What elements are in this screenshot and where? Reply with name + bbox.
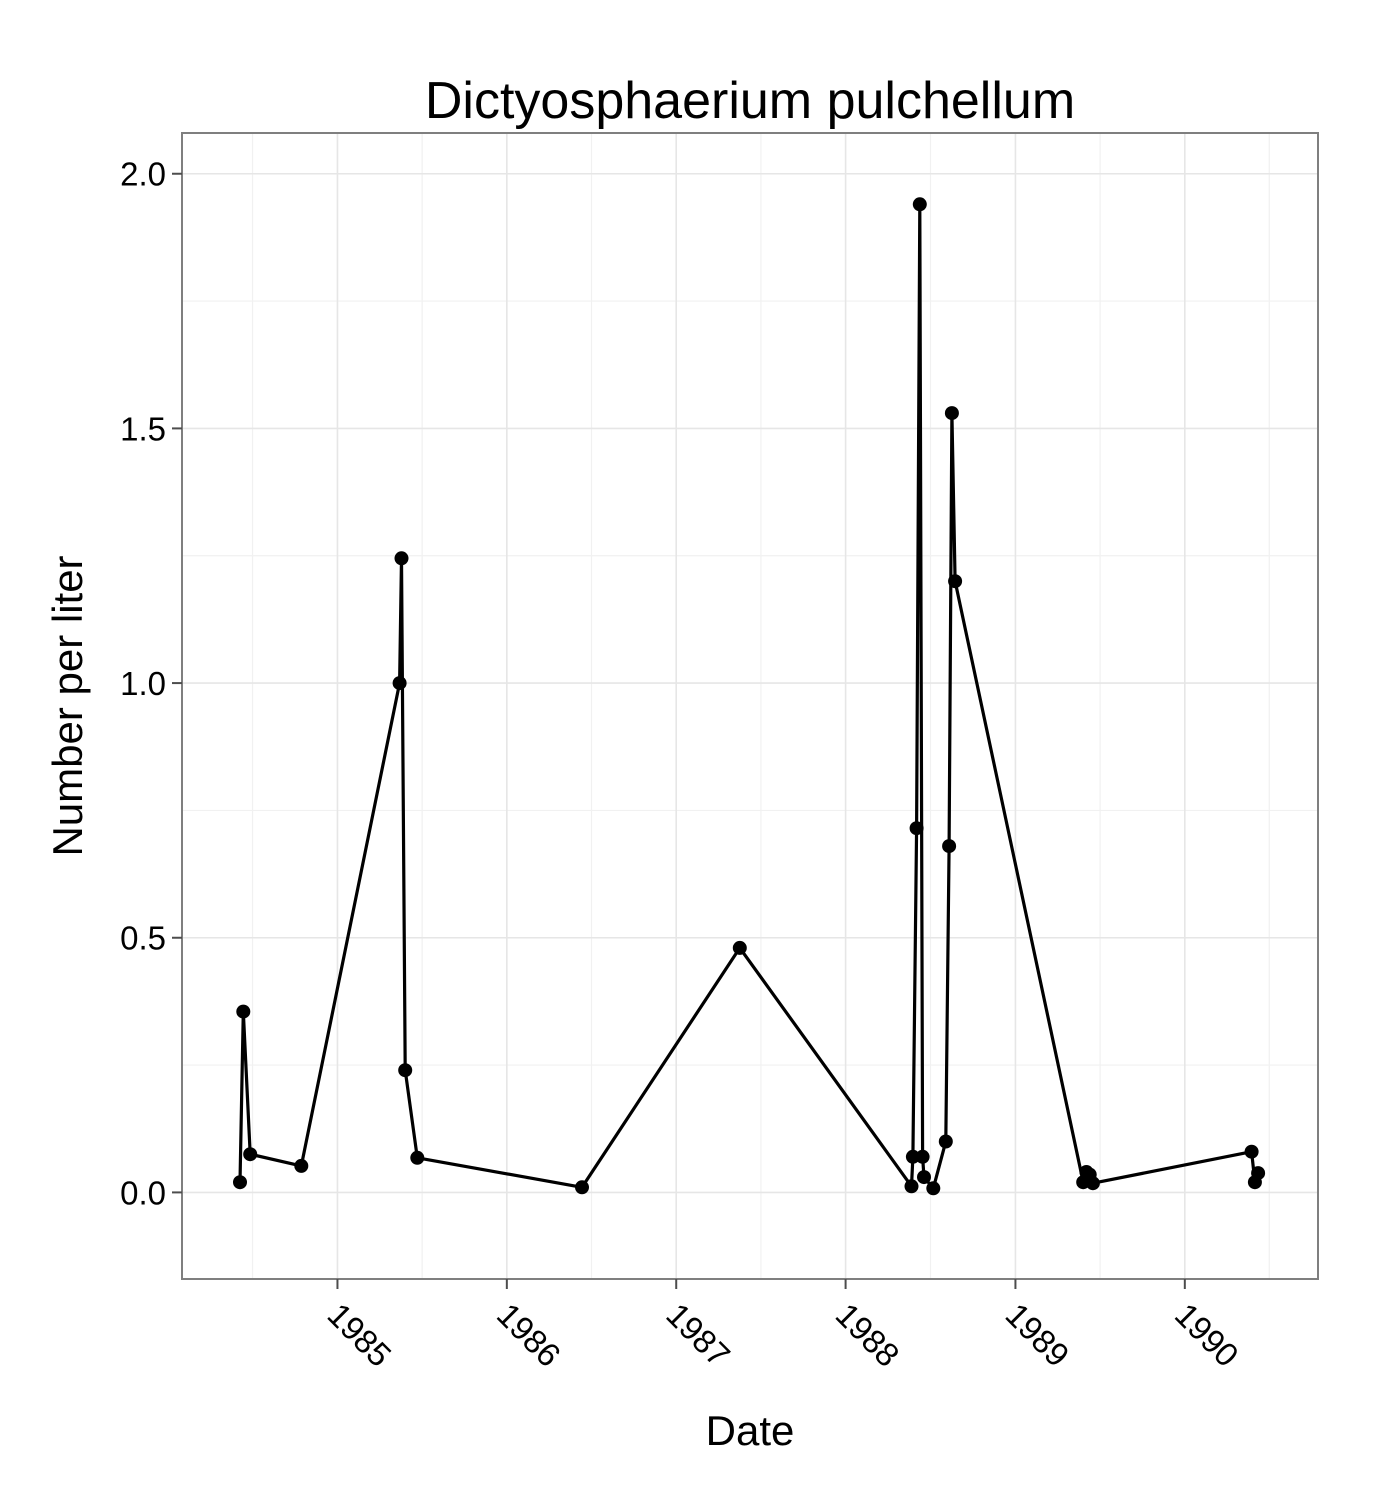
data-point — [909, 821, 924, 836]
data-point — [942, 839, 957, 854]
series-line — [238, 202, 1260, 1190]
data-point — [1251, 1166, 1266, 1181]
data-point — [732, 940, 747, 955]
data-point — [944, 406, 959, 421]
data-point — [948, 574, 963, 589]
grid — [182, 133, 1318, 1279]
data-point — [1085, 1176, 1100, 1191]
x-tick-label: 1988 — [829, 1296, 907, 1374]
series-layer — [233, 197, 1266, 1196]
data-point — [575, 1180, 589, 1195]
data-point — [912, 197, 927, 212]
data-point — [394, 551, 409, 566]
x-tick-label: 1986 — [490, 1296, 568, 1374]
y-axis-title: Number per liter — [44, 555, 91, 856]
data-point — [915, 1149, 930, 1164]
data-point — [236, 1004, 251, 1019]
chart-title: Dictyosphaerium pulchellum — [425, 72, 1075, 130]
y-tick-label: 0.0 — [120, 1174, 166, 1211]
data-point — [1244, 1144, 1259, 1159]
data-point — [926, 1181, 941, 1196]
data-point — [243, 1147, 258, 1162]
data-point — [917, 1170, 931, 1185]
y-tick-label: 1.0 — [120, 665, 166, 702]
panel-border — [181, 132, 1319, 1280]
x-tick-label: 1985 — [321, 1296, 399, 1374]
data-point — [904, 1179, 919, 1194]
y-tick-label: 2.0 — [120, 156, 166, 193]
x-axis: 1985 1986 1987 1988 1989 1990 — [321, 1279, 1246, 1374]
y-tick-label: 0.5 — [120, 920, 166, 957]
data-point — [392, 676, 407, 691]
y-axis: 0.0 0.5 1.0 1.5 2.0 — [120, 156, 182, 1211]
data-point — [938, 1134, 953, 1149]
x-axis-title: Date — [706, 1407, 795, 1454]
data-point — [294, 1158, 309, 1173]
x-tick-label: 1989 — [998, 1296, 1076, 1374]
plot-panel — [181, 132, 1319, 1280]
data-point — [233, 1175, 247, 1190]
data-point — [905, 1149, 920, 1164]
x-tick-label: 1987 — [659, 1296, 737, 1374]
y-tick-label: 1.5 — [120, 410, 166, 447]
data-point — [398, 1063, 413, 1078]
x-tick-label: 1990 — [1168, 1296, 1246, 1374]
data-point — [410, 1150, 425, 1165]
